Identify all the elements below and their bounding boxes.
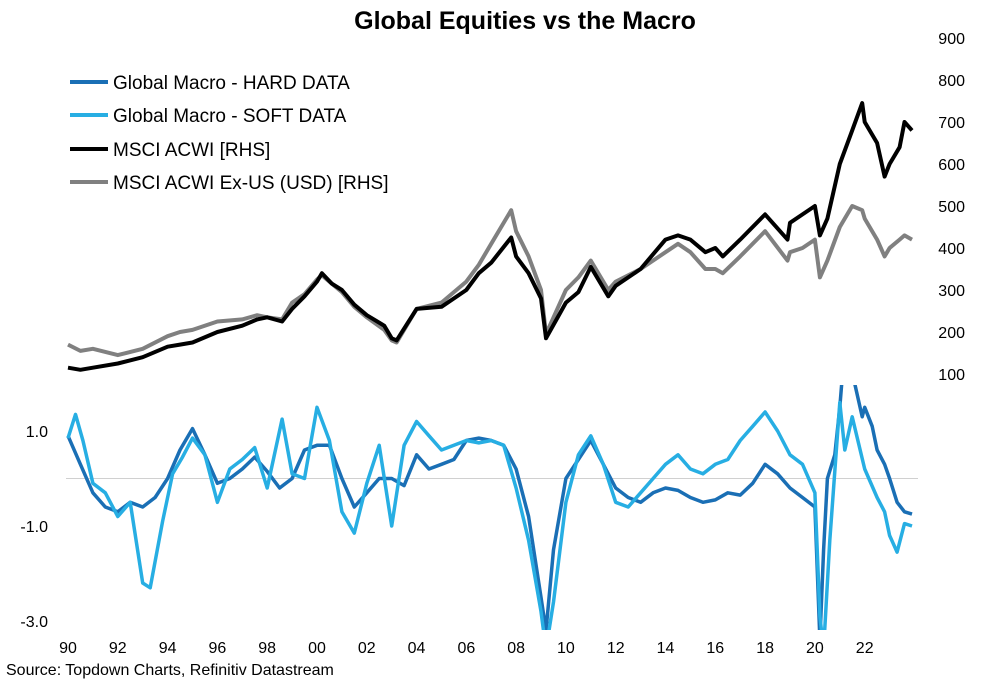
x-tick-20: 20: [806, 640, 824, 657]
x-tick-96: 96: [208, 640, 226, 657]
right-axis-ticks: 900 800 700 600 500 400 300 200 100: [938, 31, 965, 384]
series-line-msci-acwi-ex-us: [67, 204, 913, 358]
right-tick-900: 900: [938, 31, 965, 48]
right-tick-400: 400: [938, 241, 965, 258]
right-tick-800: 800: [938, 73, 965, 90]
x-tick-94: 94: [159, 640, 177, 657]
left-tick-minus3: -3.0: [20, 614, 48, 631]
right-tick-500: 500: [938, 199, 965, 216]
source-note: Source: Topdown Charts, Refinitiv Datast…: [6, 662, 334, 679]
x-tick-00: 00: [308, 640, 326, 657]
legend-label-soft-data: Global Macro - SOFT DATA: [113, 106, 347, 127]
legend-label-hard-data: Global Macro - HARD DATA: [113, 73, 350, 94]
x-tick-06: 06: [457, 640, 475, 657]
x-tick-16: 16: [706, 640, 724, 657]
x-tick-22: 22: [856, 640, 874, 657]
left-tick-minus1: -1.0: [20, 519, 48, 536]
chart-title: Global Equities vs the Macro: [354, 7, 696, 35]
x-tick-14: 14: [657, 640, 675, 657]
legend-label-msci-acwi: MSCI ACWI [RHS]: [113, 140, 270, 161]
series-line-soft-data: [66, 400, 913, 630]
right-tick-600: 600: [938, 157, 965, 174]
x-tick-08: 08: [507, 640, 525, 657]
x-tick-02: 02: [358, 640, 376, 657]
x-tick-12: 12: [607, 640, 625, 657]
x-axis-ticks: 90 92 94 96 98 00 02 04 06 08 10 12 14 1…: [59, 640, 874, 657]
right-tick-700: 700: [938, 115, 965, 132]
x-tick-18: 18: [756, 640, 774, 657]
legend-label-msci-acwi-ex-us: MSCI ACWI Ex-US (USD) [RHS]: [113, 173, 389, 194]
left-axis-ticks: 1.0 -1.0 -3.0: [20, 424, 48, 631]
series-line-hard-data: [66, 385, 913, 630]
left-tick-1: 1.0: [26, 424, 48, 441]
right-tick-300: 300: [938, 283, 965, 300]
plot-area: [66, 101, 914, 630]
series-line-msci-acwi: [67, 101, 914, 372]
x-tick-98: 98: [258, 640, 276, 657]
right-tick-100: 100: [938, 367, 965, 384]
x-tick-10: 10: [557, 640, 575, 657]
right-tick-200: 200: [938, 325, 965, 342]
legend: Global Macro - HARD DATA Global Macro - …: [70, 73, 389, 194]
x-tick-90: 90: [59, 640, 77, 657]
x-tick-04: 04: [408, 640, 426, 657]
x-tick-92: 92: [109, 640, 127, 657]
